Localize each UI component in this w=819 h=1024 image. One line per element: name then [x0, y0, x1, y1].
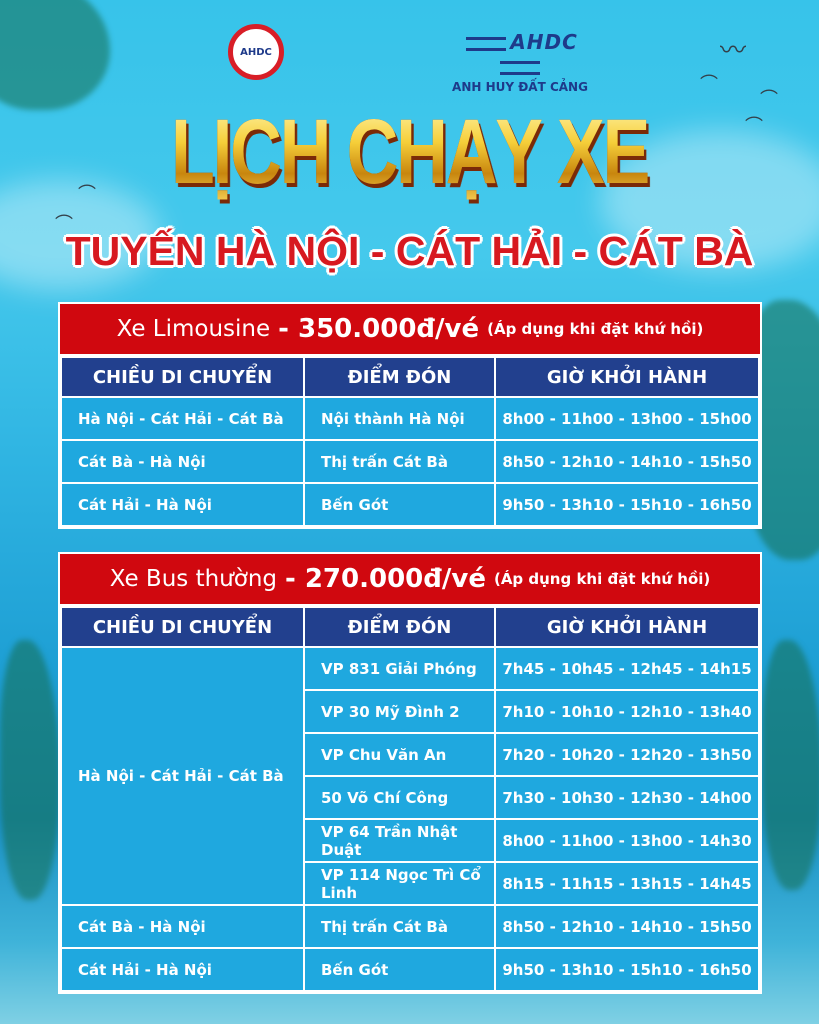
bus-price-band: Xe Bus thường - 270.000đ/vé (Áp dụng khi…	[60, 554, 760, 606]
departure-times-cell: 8h00 - 11h00 - 13h00 - 14h30	[494, 818, 760, 863]
table-row: VP 64 Trần Nhật Duật 8h00 - 11h00 - 13h00…	[61, 818, 760, 863]
departure-times-cell: 7h10 - 10h10 - 12h10 - 13h40	[494, 689, 760, 734]
pickup-cell: Thị trấn Cát Bà	[303, 904, 496, 949]
departure-times-cell: 7h20 - 10h20 - 12h20 - 13h50	[494, 732, 760, 777]
seagull-icon: ⌒	[78, 184, 96, 205]
table-row: 50 Võ Chí Công 7h30 - 10h30 - 12h30 - 14h…	[61, 775, 760, 820]
seagull-icon: ⌒	[55, 214, 73, 235]
pickup-cell: Nội thành Hà Nội	[303, 396, 496, 441]
table-header-row: CHIỀU DI CHUYỂN ĐIỂM ĐÓN GIỜ KHỞI HÀNH	[60, 356, 760, 398]
seal-logo-text: AHDC	[240, 46, 272, 58]
pickup-cell: VP 30 Mỹ Đình 2	[303, 689, 496, 734]
pickup-cell: VP Chu Văn An	[303, 732, 496, 777]
seagull-icon: ⌒	[760, 89, 778, 110]
table-row: Cát Bà - Hà Nội Thị trấn Cát Bà 8h50 - 12h…	[60, 439, 760, 484]
header-departure: GIỜ KHỞI HÀNH	[494, 356, 760, 398]
limousine-schedule-table: Xe Limousine - 350.000đ/vé (Áp dụng khi …	[58, 302, 762, 529]
vehicle-type: Xe Limousine	[116, 316, 271, 342]
ticket-price: - 350.000đ/vé	[278, 314, 480, 344]
table-header-row: CHIỀU DI CHUYỂN ĐIỂM ĐÓN GIỜ KHỞI HÀNH	[60, 606, 760, 648]
route-subtitle: TUYẾN HÀ NỘI - CÁT HẢI - CÁT BÀ	[65, 228, 754, 274]
table-row: VP 30 Mỹ Đình 2 7h10 - 10h10 - 12h10 - 13…	[61, 689, 760, 734]
departure-times-cell: 8h50 - 12h10 - 14h10 - 15h50	[494, 439, 760, 484]
departure-times-cell: 8h15 - 11h15 - 13h15 - 14h45	[494, 861, 760, 906]
price-note: (Áp dụng khi đặt khứ hồi)	[493, 570, 711, 588]
departure-times-cell: 7h30 - 10h30 - 12h30 - 14h00	[494, 775, 760, 820]
pickup-cell: Bến Gót	[303, 482, 496, 527]
table-row: Cát Hải - Hà Nội Bến Gót 9h50 - 13h10 - 15…	[60, 482, 760, 527]
palm-trees	[762, 640, 819, 890]
bus-schedule-table: Xe Bus thường - 270.000đ/vé (Áp dụng khi…	[58, 552, 762, 994]
logo-name: ANH HUY ĐẤT CẢNG	[452, 80, 588, 94]
departure-times-cell: 8h50 - 12h10 - 14h10 - 15h50	[494, 904, 760, 949]
header-route: CHIỀU DI CHUYỂN	[60, 606, 305, 648]
route-cell: Cát Bà - Hà Nội	[60, 904, 305, 949]
ticket-price: - 270.000đ/vé	[285, 564, 486, 594]
palm-trees	[0, 640, 60, 900]
seagull-icon: ⌒	[745, 116, 763, 137]
company-seal-logo: AHDC	[228, 24, 284, 80]
pickup-cell: VP 114 Ngọc Trì Cổ Linh	[303, 861, 496, 906]
cloud	[0, 180, 160, 290]
table-row: VP 114 Ngọc Trì Cổ Linh 8h15 - 11h15 - 13…	[61, 861, 760, 906]
route-cell: Hà Nội - Cát Hải - Cát Bà	[60, 646, 305, 906]
route-cell: Hà Nội - Cát Hải - Cát Bà	[60, 396, 305, 441]
pickup-cell: Thị trấn Cát Bà	[303, 439, 496, 484]
price-note: (Áp dụng khi đặt khứ hồi)	[487, 320, 704, 338]
departure-times-cell: 9h50 - 13h10 - 15h10 - 16h50	[494, 482, 760, 527]
pickup-cell: VP 64 Trần Nhật Duật	[303, 818, 496, 863]
departure-times-cell: 7h45 - 10h45 - 12h45 - 14h15	[494, 646, 760, 691]
header-pickup: ĐIỂM ĐÓN	[303, 606, 496, 648]
table-row: Hà Nội - Cát Hải - Cát Bà VP 831 Giải Phó…	[60, 646, 760, 906]
pickup-cell: Bến Gót	[303, 947, 496, 992]
table-row: Cát Bà - Hà Nội Thị trấn Cát Bà 8h50 - 12h…	[60, 904, 760, 949]
vehicle-type: Xe Bus thường	[109, 566, 277, 592]
header-route: CHIỀU DI CHUYỂN	[60, 356, 305, 398]
palm-leaves	[0, 0, 110, 110]
departure-times-cell: 9h50 - 13h10 - 15h10 - 16h50	[494, 947, 760, 992]
page-title: LỊCH CHẠY XE	[90, 100, 729, 205]
header-pickup: ĐIỂM ĐÓN	[303, 356, 496, 398]
route-cell: Cát Hải - Hà Nội	[60, 482, 305, 527]
departure-times-cell: 8h00 - 11h00 - 13h00 - 15h00	[494, 396, 760, 441]
pickup-cell: VP 831 Giải Phóng	[303, 646, 496, 691]
route-cell: Cát Bà - Hà Nội	[60, 439, 305, 484]
anh-huy-logo: AHDC ANH HUY ĐẤT CẢNG	[445, 30, 595, 94]
seagull-icon: 〰	[720, 36, 747, 66]
route-cell: Cát Hải - Hà Nội	[60, 947, 305, 992]
logo-mark: AHDC	[445, 30, 595, 78]
table-row: VP Chu Văn An 7h20 - 10h20 - 12h20 - 13h5…	[61, 732, 760, 777]
seagull-icon: ⌒	[700, 74, 718, 95]
table-row: Hà Nội - Cát Hải - Cát Bà Nội thành Hà Nộ…	[60, 396, 760, 441]
limousine-price-band: Xe Limousine - 350.000đ/vé (Áp dụng khi …	[60, 304, 760, 356]
table-row: Cát Hải - Hà Nội Bến Gót 9h50 - 13h10 - 15…	[60, 947, 760, 992]
cloud	[600, 130, 819, 270]
header-departure: GIỜ KHỞI HÀNH	[494, 606, 760, 648]
pickup-cell: 50 Võ Chí Công	[303, 775, 496, 820]
